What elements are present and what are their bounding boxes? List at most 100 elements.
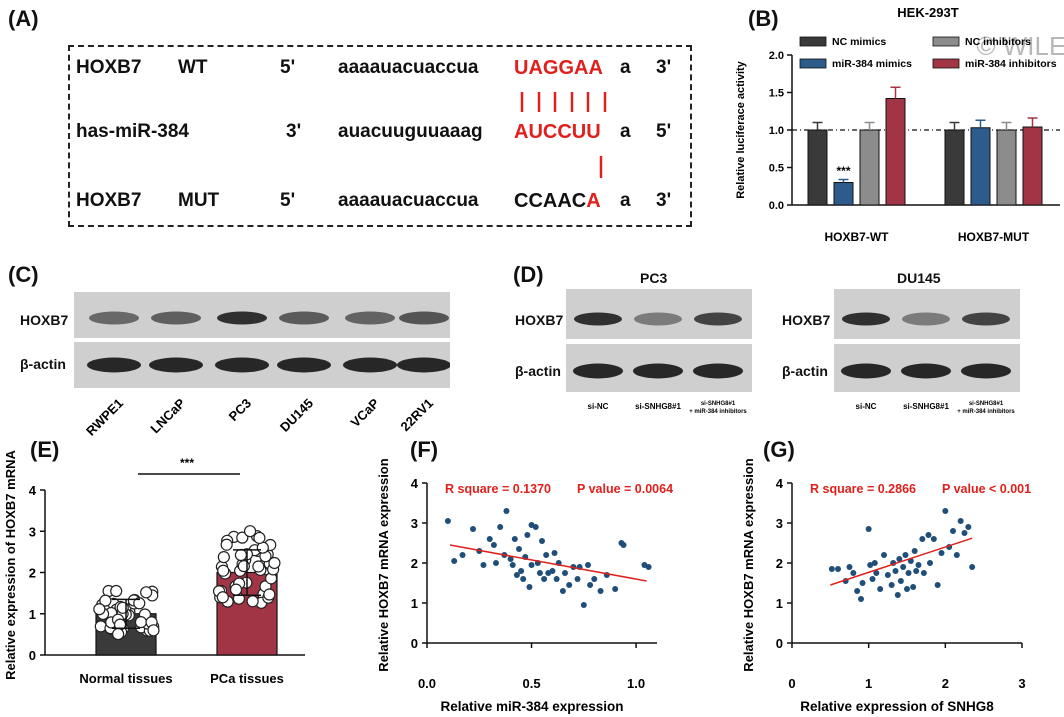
luciferase-chart: HEK-293T © WILEY 0.0 0.5 1.0 1.5 2.0 Relative l…: [735, 5, 1064, 244]
y-axis-label: Relative HOXB7 mRNA expression: [376, 458, 391, 671]
y-tick-label: 1.0: [769, 125, 784, 137]
gene-name: HOXB7: [76, 190, 142, 211]
data-point: [99, 594, 112, 607]
blot-band: [217, 311, 267, 325]
blot-row-label: HOXB7: [515, 312, 564, 328]
scatter-mir384: 0 1 2 3 4 0.0 0.5 1.0 Relative miR-384 expressio…: [376, 458, 673, 714]
data-point: [919, 536, 926, 542]
mirna-name: has-miR-384: [76, 121, 189, 142]
blot-band: [87, 357, 141, 373]
blot-band: [962, 312, 1010, 326]
data-point: [591, 576, 598, 582]
data-point: [858, 596, 864, 602]
y-axis-label: Relative luciferace activity: [735, 60, 747, 198]
y-tick-label: 3: [776, 516, 783, 531]
blot-band: [694, 312, 742, 326]
data-point: [541, 576, 548, 582]
binding-site: UAGGAA: [514, 57, 603, 79]
legend-swatch: [932, 36, 960, 47]
data-point: [911, 548, 918, 554]
stat-p-value: P value < 0.001: [942, 482, 1031, 496]
data-point: [920, 570, 927, 576]
x-axis-label: Relative miR-384 expression: [440, 699, 623, 714]
data-point: [524, 532, 531, 538]
data-point: [246, 595, 259, 608]
data-point: [902, 552, 909, 558]
data-point: [511, 536, 518, 542]
regression-line: [449, 544, 647, 582]
data-point: [459, 552, 466, 558]
data-point: [551, 550, 558, 556]
data-point: [112, 627, 125, 641]
y-tick-label: 0: [411, 636, 418, 651]
x-axis-label: Relative expression of SNHG8: [800, 699, 994, 714]
data-point: [252, 560, 265, 573]
data-point: [950, 528, 956, 534]
data-point: [497, 524, 504, 530]
significance-mark: ***: [180, 456, 194, 470]
data-point: [900, 564, 907, 570]
panel-label-b: (B): [748, 6, 779, 31]
data-point: [580, 602, 587, 608]
blot-band: [901, 363, 951, 379]
data-point: [620, 542, 627, 548]
blot-title: DU145: [897, 270, 941, 286]
blot-row-label: HOXB7: [782, 312, 831, 328]
data-point: [938, 550, 945, 556]
data-point: [444, 518, 451, 524]
lane-label: si-SNHG8#1: [969, 401, 1004, 407]
blot-band: [961, 363, 1011, 379]
lane-label: DU145: [277, 396, 316, 435]
mutated-site-bases: CCAAC: [514, 190, 587, 212]
y-tick-label: 3: [411, 516, 418, 531]
blot-band: [89, 311, 139, 325]
data-point: [516, 546, 522, 552]
legend-swatch: [799, 58, 827, 69]
data-point: [904, 586, 910, 592]
five-prime-end: 5': [280, 190, 296, 211]
lane-label: si-SNHG8#1: [701, 401, 736, 407]
x-category-label: PCa tissues: [210, 671, 284, 686]
sequence-tail: a: [620, 57, 631, 78]
blot-band: [902, 312, 950, 326]
data-point: [486, 536, 493, 542]
data-point: [892, 568, 899, 574]
data-point: [133, 597, 146, 610]
data-point: [518, 568, 525, 574]
y-tick-label: 0.0: [769, 200, 784, 212]
gene-name: HOXB7: [76, 57, 142, 78]
data-point: [229, 583, 243, 596]
data-point: [140, 586, 153, 599]
data-point: [520, 576, 527, 582]
pairing-lines: [520, 92, 607, 178]
data-point: [645, 564, 652, 570]
scatter-snhg8: 0 1 2 3 4 0 1 2 3 Relative expression of SNHG8 Rel…: [741, 458, 1031, 714]
data-point: [236, 531, 249, 544]
five-prime-end: 5': [280, 57, 296, 78]
data-point: [147, 624, 160, 637]
lane-label: RWPE1: [83, 396, 126, 439]
data-point: [549, 568, 556, 574]
stat-r-square: R square = 0.2866: [810, 482, 916, 496]
x-tick-label: 1: [865, 676, 872, 691]
y-tick-label: 2.0: [769, 50, 784, 62]
blot-band: [634, 312, 682, 326]
data-point: [536, 570, 543, 576]
blot-band: [345, 311, 395, 325]
y-tick-label: 4: [776, 476, 784, 491]
data-point: [953, 552, 960, 558]
blot-band: [399, 311, 449, 325]
data-point: [884, 572, 891, 578]
data-point: [532, 524, 539, 530]
bar: [885, 98, 906, 206]
western-blot-pc3: si-NC si-SNHG8#1 si-SNHG8#1 + miR-384 inhib…: [566, 289, 752, 415]
three-prime-end: 3': [286, 121, 302, 142]
data-point: [597, 588, 604, 594]
binding-site: AUCCUU: [514, 121, 601, 143]
data-point: [216, 591, 229, 604]
seq-row-mut: HOXB7 MUT 5' aaaauacuaccua CCAACA a 3': [76, 190, 671, 212]
bar: [859, 129, 880, 206]
western-blot-c: RWPE1 LNCaP PC3 DU145 VCaP 22RV1: [74, 292, 450, 439]
blot-band: [151, 311, 201, 325]
expression-bar-chart: 0 1 2 3 4 Relative expression of HOXB7 mRNA No…: [3, 450, 305, 686]
